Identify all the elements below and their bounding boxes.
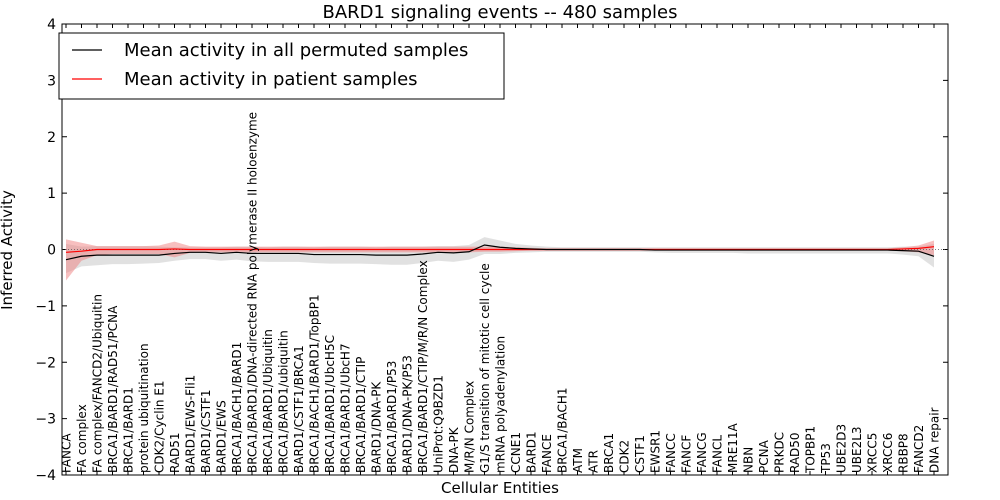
x-tick-label: BARD1/EWS-Fli1	[184, 375, 198, 473]
x-tick-label: BARD1/EWS	[215, 400, 229, 473]
x-tick-label: BRCA1/BARD1/DNA-directed RNA polymerase …	[246, 112, 260, 473]
x-tick-label: FANCE	[540, 434, 554, 473]
y-tick-label: 3	[47, 73, 56, 89]
x-tick-label: XRCC5	[866, 433, 880, 473]
plot-area-frame	[61, 23, 949, 476]
x-tick-label: BRCA1/BARD1/RAD51/PCNA	[106, 305, 120, 473]
x-tick-label: CSTF1	[633, 435, 647, 473]
x-tick-label: CCNE1	[509, 432, 523, 473]
x-tick-label: FANCD2	[912, 425, 926, 473]
y-tick-label: 4	[47, 17, 56, 33]
x-tick-label: RBBP8	[897, 433, 911, 473]
x-tick-label: FANCC	[664, 433, 678, 473]
x-tick-label: G1/S transition of mitotic cell cycle	[478, 263, 492, 473]
x-tick-label: protein ubiquitination	[137, 343, 151, 473]
x-tick-label: CDK2/Cyclin E1	[153, 380, 167, 473]
legend-entry: Mean activity in patient samples	[124, 69, 418, 90]
y-axis-label: Inferred Activity	[0, 190, 16, 310]
confidence-bands	[62, 237, 948, 281]
x-tick-label: BARD1	[525, 431, 539, 473]
x-tick-label: DNA-PK	[447, 426, 461, 473]
x-tick-label: BRCA1/BARD1	[122, 387, 136, 473]
x-tick-label: FANCF	[680, 435, 694, 473]
permuted-mean-line	[65, 244, 935, 261]
x-tick-label: PCNA	[757, 439, 771, 473]
x-axis-label: Cellular Entities	[441, 479, 559, 497]
x-tick-label: CDK2	[618, 440, 632, 473]
x-tick-label: ATM	[571, 448, 585, 473]
y-tick-label: 0	[47, 243, 56, 259]
x-tick-label: EWSR1	[649, 430, 663, 473]
x-tick-label: FANCL	[711, 435, 725, 473]
x-tick-label: BRCA1/BACH1/BARD1	[230, 342, 244, 473]
x-tick-label: UBE2L3	[850, 426, 864, 473]
x-tick-label: BRCA1/BARD1/ubiquitin	[277, 330, 291, 473]
x-tick-label: MRE11A	[726, 422, 740, 473]
x-tick-label: NBN	[742, 447, 756, 473]
y-tick-label: −1	[35, 299, 56, 315]
y-tick-label: 1	[47, 186, 56, 202]
y-tick-label: 2	[47, 130, 56, 146]
x-tick-label: UniProt:Q9BZD1	[432, 375, 446, 473]
x-tick-label: TP53	[819, 443, 833, 474]
x-tick-label: RAD51	[168, 432, 182, 473]
legend-box	[58, 32, 505, 100]
permuted-band	[66, 237, 934, 274]
x-tick-label: TOPBP1	[804, 426, 818, 474]
x-tick-label: M/R/N Complex	[463, 381, 477, 473]
x-tick-label: PRKDC	[773, 432, 787, 473]
series-lines	[65, 244, 935, 261]
x-tick-label: FANCG	[695, 432, 709, 473]
x-tick-label: BRCA1/BARD1/P53	[385, 361, 399, 473]
x-tick-label: BARD1/CSTF1	[199, 389, 213, 473]
x-axis-ticks: FANCA FA complex FA complex/FANCD2/Ubiquit…	[60, 24, 942, 475]
x-tick-label: FA complex	[75, 404, 89, 473]
x-tick-label: mRNA polyadenylation	[494, 336, 508, 473]
x-tick-label: BRCA1/BACH1/BARD1/TopBP1	[308, 294, 322, 473]
x-tick-label: ATR	[587, 450, 601, 473]
x-tick-label: BRCA1/BARD1/UbcH7	[339, 343, 353, 473]
x-tick-label: DNA repair	[928, 407, 942, 473]
x-tick-label: BRCA1/BARD1/UbcH5C	[323, 335, 337, 473]
x-tick-label: BRCA1/BACH1	[556, 387, 570, 473]
legend: Mean activity in all permuted samples Mea…	[58, 32, 505, 100]
y-axis-ticks: −4 −3 −2 −1 0 1 2 3 4	[35, 17, 948, 484]
legend-entry: Mean activity in all permuted samples	[124, 40, 468, 61]
x-tick-label: BARD1/CSTF1/BRCA1	[292, 345, 306, 473]
x-tick-label: BRCA1/BARD1/Ubiquitin	[261, 329, 275, 473]
chart-title: BARD1 signaling events -- 480 samples	[323, 2, 678, 23]
y-tick-label: −3	[35, 412, 56, 428]
y-tick-label: −2	[35, 355, 56, 371]
y-tick-label: −4	[35, 468, 56, 484]
x-tick-label: BRCA1	[602, 433, 616, 473]
x-tick-label: UBE2D3	[835, 424, 849, 473]
x-tick-label: BARD1/DNA-PK	[370, 381, 384, 473]
x-tick-label: BRCA1/BARD1/CTIP/M/R/N Complex	[416, 260, 430, 473]
x-tick-label: XRCC6	[881, 433, 895, 473]
x-tick-label: FA complex/FANCD2/Ubiquitin	[91, 294, 105, 473]
x-tick-label: BRCA1/BARD1/CTIP	[354, 357, 368, 473]
x-tick-label: RAD50	[788, 432, 802, 473]
x-tick-label: BARD1/DNA-PK/P53	[401, 355, 415, 473]
x-tick-label: FANCA	[60, 433, 74, 473]
